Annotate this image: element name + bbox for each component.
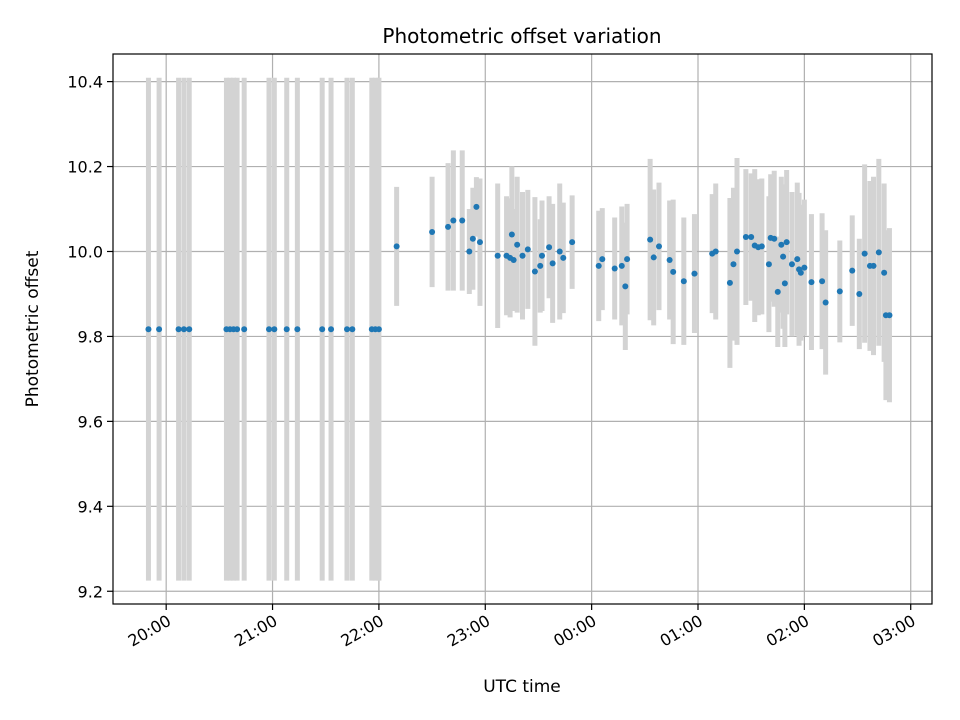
data-point (691, 270, 698, 277)
data-point (476, 239, 483, 246)
data-point (537, 262, 544, 269)
data-point (241, 326, 248, 333)
data-point (734, 248, 740, 255)
data-point (881, 269, 888, 276)
data-point (393, 243, 400, 250)
data-point (271, 326, 278, 333)
data-point (349, 326, 356, 333)
data-point (569, 239, 576, 246)
data-point (656, 243, 662, 250)
data-point (156, 326, 163, 333)
data-point (145, 326, 152, 333)
chart-title: Photometric offset variation (382, 24, 661, 48)
data-point (781, 280, 788, 287)
data-point (730, 261, 737, 268)
data-point (622, 283, 629, 290)
data-point (794, 256, 801, 263)
y-tick-label: 9.8 (78, 327, 103, 346)
data-point (595, 262, 602, 269)
x-axis-label: UTC time (483, 677, 561, 697)
data-point (742, 234, 749, 241)
data-point (556, 248, 563, 255)
data-point (836, 288, 843, 295)
data-point (788, 261, 795, 268)
data-point (283, 326, 290, 333)
data-point (712, 248, 719, 255)
data-point (856, 290, 863, 297)
data-point (670, 268, 677, 275)
data-point (328, 326, 335, 333)
data-point (549, 260, 556, 267)
data-point (680, 278, 687, 285)
data-point (647, 236, 654, 243)
data-point (819, 278, 826, 285)
data-point (539, 252, 545, 259)
data-point (560, 254, 567, 261)
data-point (186, 326, 193, 333)
data-point (808, 279, 815, 286)
data-point (870, 262, 877, 269)
data-point (666, 256, 673, 263)
data-point (875, 249, 882, 256)
y-ticks: 9.2 9.4 9.6 9.8 10.0 10.2 10.4 (67, 73, 113, 601)
data-point (508, 231, 515, 238)
data-point (344, 326, 350, 333)
data-points (145, 203, 893, 333)
y-tick-label: 9.4 (78, 497, 103, 516)
y-axis-label: Photometric offset (23, 250, 43, 407)
data-point (765, 261, 772, 268)
data-point (780, 253, 787, 260)
data-point (611, 265, 618, 272)
data-point (531, 268, 538, 275)
data-point (650, 254, 657, 261)
plot-frame (112, 53, 933, 605)
data-point (266, 326, 272, 333)
data-point (450, 217, 457, 224)
data-point (771, 235, 778, 242)
data-point (801, 264, 808, 271)
data-point (822, 299, 829, 306)
data-point (618, 262, 625, 269)
data-point (624, 256, 631, 263)
data-point (758, 243, 765, 250)
data-point (473, 203, 480, 210)
data-point (514, 241, 521, 248)
data-point (783, 239, 790, 246)
data-point (175, 326, 182, 333)
data-point (234, 326, 241, 333)
y-tick-label: 10.0 (67, 242, 103, 261)
data-point (748, 234, 755, 241)
y-tick-label: 9.2 (78, 582, 103, 601)
data-point (466, 248, 473, 255)
data-point (599, 256, 606, 263)
data-point (180, 326, 187, 333)
data-point (510, 256, 517, 263)
data-point (429, 228, 436, 235)
data-point (524, 246, 531, 253)
data-point (849, 267, 856, 274)
y-tick-label: 10.2 (67, 158, 103, 177)
data-point (797, 269, 804, 276)
data-point (469, 235, 476, 242)
data-point (375, 326, 382, 333)
data-point (445, 223, 452, 230)
data-point (519, 252, 526, 259)
y-tick-label: 9.6 (78, 412, 103, 431)
data-point (861, 250, 868, 257)
y-tick-label: 10.4 (67, 73, 103, 92)
data-point (726, 279, 733, 286)
data-point (778, 241, 785, 248)
data-point (294, 326, 301, 333)
data-point (494, 252, 501, 259)
data-point (774, 288, 781, 295)
data-point (319, 326, 326, 333)
data-point (886, 312, 893, 319)
data-point (459, 217, 466, 224)
data-point (546, 244, 553, 251)
